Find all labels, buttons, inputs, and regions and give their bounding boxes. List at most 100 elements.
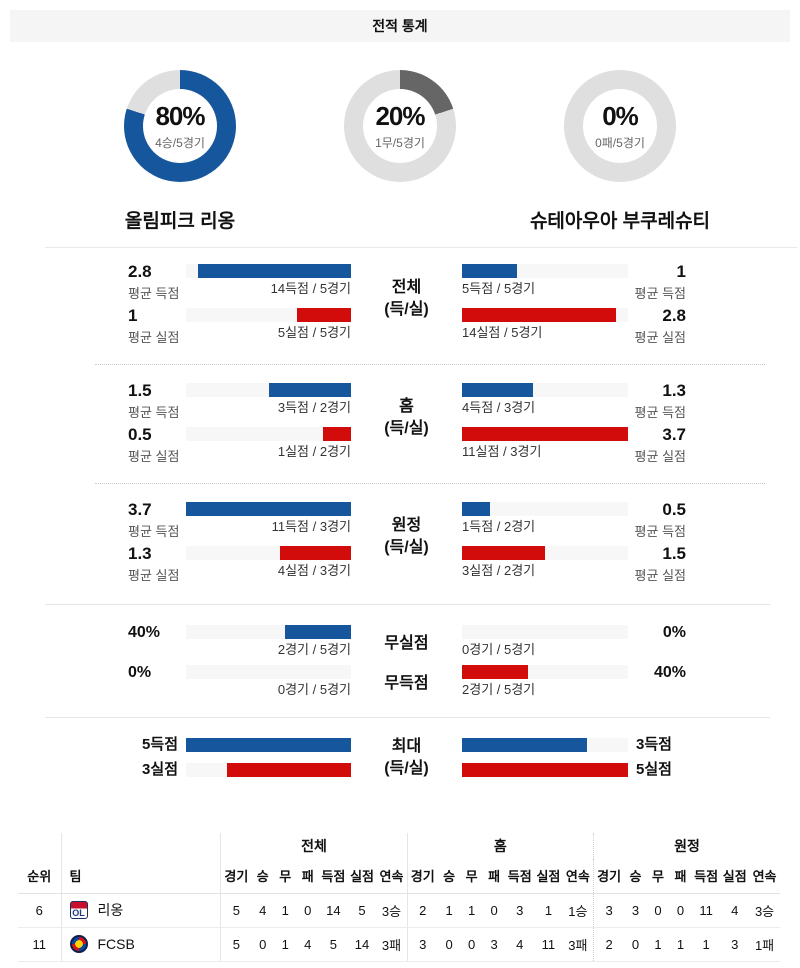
win-rate-percent: 80% <box>155 101 205 131</box>
stat-cell: 1 <box>273 893 297 928</box>
section-title-bar: 전적 통계 <box>10 10 790 42</box>
section-label: 전체 (득/실) <box>384 278 429 318</box>
away-team-name[interactable]: 슈테아우아 부쿠레슈티 <box>529 211 711 232</box>
stat-cell: 0 <box>669 893 692 928</box>
bar-fill <box>197 264 351 278</box>
stat-cell: 1승 <box>562 893 594 928</box>
bar-track <box>186 264 351 278</box>
stat-cell: 3 <box>720 927 750 962</box>
stat-cell: 1 <box>460 893 483 928</box>
stat-cell: 3 <box>592 893 625 928</box>
section-no-goal: 0% 0경기 / 5경기 무득점 2경기 / 5경기 40% <box>128 664 686 698</box>
bar-fill <box>462 427 628 441</box>
away-no-goal-pct: 40% <box>653 664 686 681</box>
rank: 6 <box>18 893 61 928</box>
stat-cell: 1 <box>691 927 721 962</box>
bar-track <box>186 546 351 560</box>
stat-cell: 5 <box>347 893 377 928</box>
stat-cell: 1 <box>273 927 297 962</box>
group-overall: 전체 <box>220 833 408 859</box>
away-clean-sheet-pct: 0% <box>662 624 686 641</box>
table-row-fcsb: 11 FCSB 5 0 1 4 5 14 3패 3 0 0 3 4 11 3패 … <box>18 927 780 962</box>
bar-track <box>462 264 628 278</box>
stat-cell: 4 <box>296 927 320 962</box>
bar-track <box>186 625 351 639</box>
bar-track <box>462 383 628 397</box>
stat-cell: 0 <box>460 927 483 962</box>
draw-rate-percent: 20% <box>375 101 425 131</box>
bar-track <box>186 763 351 777</box>
bar-fill <box>462 738 587 752</box>
team-names-row: 올림피크 리옹 슈테아우아 부쿠레슈티 <box>0 206 800 233</box>
draw-rate-detail: 1무/5경기 <box>375 136 425 150</box>
stat-cell: 3 <box>505 893 535 928</box>
section-home: 1.5 평균 득점 3득점 / 2경기 홈 (득/실) 4득점 / 3경기 1.… <box>128 381 686 464</box>
table-row-lyon: 6 OL 리옹 5 4 1 0 14 5 3승 2 1 1 0 3 1 1승 3… <box>18 893 780 928</box>
bar-fill <box>462 763 628 777</box>
bar-track <box>462 665 628 679</box>
bar-fill <box>186 738 351 752</box>
bar-track <box>186 383 351 397</box>
stat-cell: 11 <box>534 927 563 962</box>
stat-cell: 3 <box>624 893 647 928</box>
bar-fill <box>268 383 351 397</box>
home-max-conceded: 3실점 <box>142 761 178 778</box>
team-cell[interactable]: FCSB <box>62 928 221 961</box>
bar-track <box>462 625 628 639</box>
lyon-logo-icon: OL <box>69 901 88 919</box>
section-label: 최대 (득/실) <box>384 738 429 777</box>
home-avg-conceded: 1 <box>128 306 138 325</box>
stat-cell: 0 <box>646 893 670 928</box>
group-header-row: 전체 홈 원정 <box>18 833 780 859</box>
stat-cell: 0 <box>482 893 506 928</box>
team-name: 리옹 <box>97 902 124 918</box>
bar-fill <box>280 546 351 560</box>
stat-cell: 2 <box>406 893 438 928</box>
stat-cell: 0 <box>624 927 647 962</box>
loss-rate-donut: 0% 0패/5경기 <box>564 70 676 182</box>
section-away: 3.7 평균 득점 11득점 / 3경기 원정 (득/실) 1득점 / 2경기 … <box>128 500 686 583</box>
section-title: 전적 통계 <box>372 18 428 34</box>
rank: 11 <box>18 927 61 962</box>
bar-track <box>462 308 628 322</box>
section-label: 무실점 <box>384 635 429 652</box>
section-clean-sheet: 40% 2경기 / 5경기 무실점 0경기 / 5경기 0% <box>128 624 686 658</box>
team-cell[interactable]: OL 리옹 <box>62 894 221 927</box>
stat-cell: 1 <box>669 927 692 962</box>
home-max-goals: 5득점 <box>142 736 178 753</box>
stat-cell: 4 <box>505 927 535 962</box>
divider <box>95 364 765 365</box>
stat-cell: 3 <box>406 927 438 962</box>
bar-track <box>186 665 351 679</box>
bar-fill <box>296 308 351 322</box>
bar-fill <box>462 665 529 679</box>
stat-cell: 3패 <box>376 927 408 962</box>
away-avg-conceded: 2.8 <box>662 306 686 325</box>
stat-cell: 1패 <box>749 927 780 962</box>
divider <box>45 247 797 248</box>
loss-rate-percent: 0% <box>602 101 639 131</box>
bar-fill <box>462 383 534 397</box>
divider <box>95 483 765 484</box>
column-header-row: 순위 팀 경기 승 무 패 득점 실점 연속 경기 승 무 패 득점 실점 연속… <box>18 859 780 894</box>
home-team-name[interactable]: 올림피크 리옹 <box>124 211 236 232</box>
stat-cell: 1 <box>646 927 670 962</box>
divider <box>45 717 770 718</box>
section-label: 원정 (득/실) <box>384 516 429 556</box>
bar-track <box>186 502 351 516</box>
stat-cell: 0 <box>251 927 274 962</box>
stat-cell: 3승 <box>376 893 408 928</box>
team-name: FCSB <box>97 936 135 952</box>
record-donuts: 80% 4승/5경기 20% 1무/5경기 0% 0패/5경기 <box>0 70 800 182</box>
bar-fill <box>227 763 351 777</box>
bar-fill <box>462 502 491 516</box>
home-no-goal-pct: 0% <box>128 664 152 681</box>
bar-track <box>462 763 628 777</box>
bar-track <box>462 427 628 441</box>
bar-track <box>186 308 351 322</box>
stat-cell: 1 <box>437 893 461 928</box>
bar-fill <box>322 427 351 441</box>
section-label: 홈 (득/실) <box>384 397 429 437</box>
standings-table: 전체 홈 원정 순위 팀 경기 승 무 패 득점 실점 연속 경기 승 무 패 … <box>18 833 780 962</box>
stat-cell: 0 <box>437 927 461 962</box>
